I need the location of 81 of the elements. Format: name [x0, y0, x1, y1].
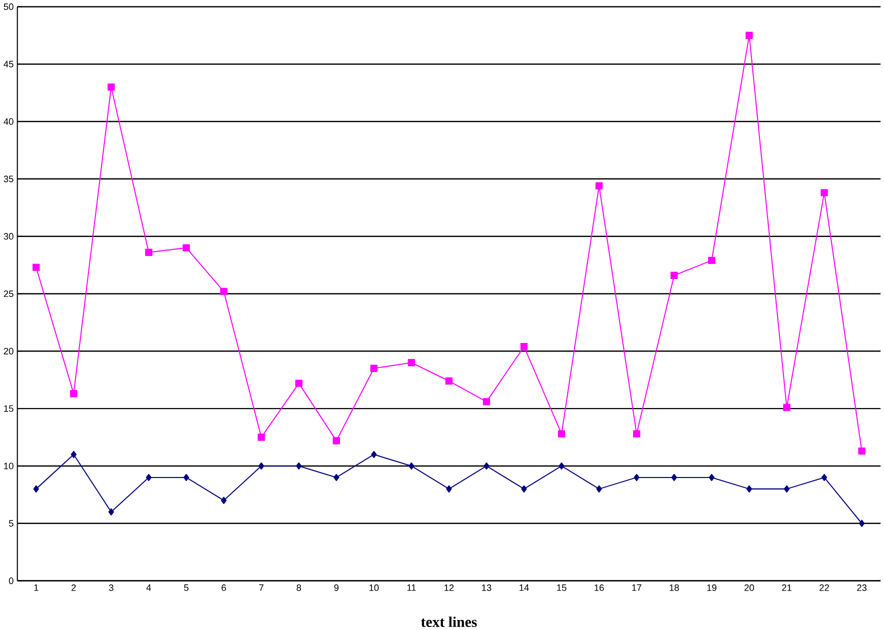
x-tick-label: 17 — [632, 584, 642, 591]
point — [521, 485, 527, 492]
y-tick-label: 20 — [4, 348, 14, 354]
point — [708, 474, 715, 481]
y-tick-label: 35 — [4, 175, 14, 182]
point — [746, 32, 753, 39]
point — [32, 264, 40, 271]
point — [408, 462, 414, 470]
x-tick-label: 14 — [520, 584, 529, 591]
y-tick-label: 0 — [8, 577, 14, 584]
y-tick-label: 30 — [4, 232, 14, 240]
y-tick-label: 45 — [4, 60, 14, 68]
point — [334, 474, 340, 481]
point — [746, 485, 752, 492]
point — [371, 450, 377, 458]
point — [70, 450, 76, 458]
point — [408, 358, 416, 366]
x-tick-label: 8 — [296, 584, 302, 591]
point — [183, 474, 190, 481]
point — [445, 377, 453, 384]
point — [296, 462, 302, 470]
y-tick-label: 10 — [4, 462, 14, 470]
point — [821, 474, 828, 481]
x-tick-label: 1 — [34, 584, 38, 591]
y-tick-label: 50 — [4, 3, 14, 10]
point — [596, 485, 602, 492]
y-tick-label: 15 — [4, 405, 14, 412]
x-tick-label: 2 — [72, 584, 76, 591]
point — [520, 342, 528, 350]
x-tick-label: 22 — [820, 584, 829, 591]
point — [220, 496, 227, 504]
point — [370, 364, 378, 372]
point — [258, 462, 264, 470]
x-axis-title: text lines — [421, 616, 477, 627]
x-tick-label: 4 — [146, 584, 152, 591]
point — [858, 520, 865, 527]
point — [633, 430, 640, 438]
point — [484, 462, 490, 470]
x-tick-label: 7 — [259, 584, 264, 591]
x-tick-label: 10 — [369, 584, 379, 591]
point — [108, 508, 114, 516]
point — [446, 485, 452, 492]
x-tick-label: 16 — [594, 584, 604, 591]
y-tick-label: 40 — [4, 118, 14, 125]
x-tick-label: 12 — [444, 584, 454, 591]
point — [108, 83, 115, 90]
point — [670, 272, 678, 279]
point — [332, 436, 340, 444]
x-tick-label: 6 — [222, 584, 226, 591]
point — [558, 430, 566, 438]
point — [784, 485, 790, 492]
x-tick-label: 3 — [108, 584, 114, 591]
point — [182, 244, 190, 252]
point — [558, 462, 564, 470]
x-tick-label: 21 — [782, 584, 792, 591]
y-tick-label: 25 — [4, 290, 14, 297]
point — [671, 474, 677, 481]
point — [858, 447, 866, 454]
point — [595, 182, 603, 190]
point — [70, 390, 78, 398]
x-tick-label: 9 — [334, 584, 339, 591]
x-tick-label: 20 — [744, 584, 754, 591]
x-tick-label: 13 — [482, 584, 492, 591]
x-tick-label: 18 — [670, 584, 679, 591]
point — [783, 404, 790, 411]
point — [634, 474, 640, 481]
point — [220, 288, 228, 295]
x-tick-label: 5 — [184, 584, 188, 591]
x-tick-label: 15 — [557, 584, 566, 591]
point — [146, 474, 152, 481]
x-tick-label: 23 — [857, 584, 867, 591]
point — [482, 398, 490, 406]
x-tick-label: 19 — [707, 584, 716, 591]
point — [820, 188, 828, 196]
y-tick-label: 5 — [8, 520, 14, 526]
point — [258, 433, 265, 441]
point — [295, 380, 302, 387]
point — [708, 256, 716, 264]
point — [33, 485, 39, 492]
x-tick-label: 11 — [407, 584, 416, 591]
point — [145, 248, 152, 256]
